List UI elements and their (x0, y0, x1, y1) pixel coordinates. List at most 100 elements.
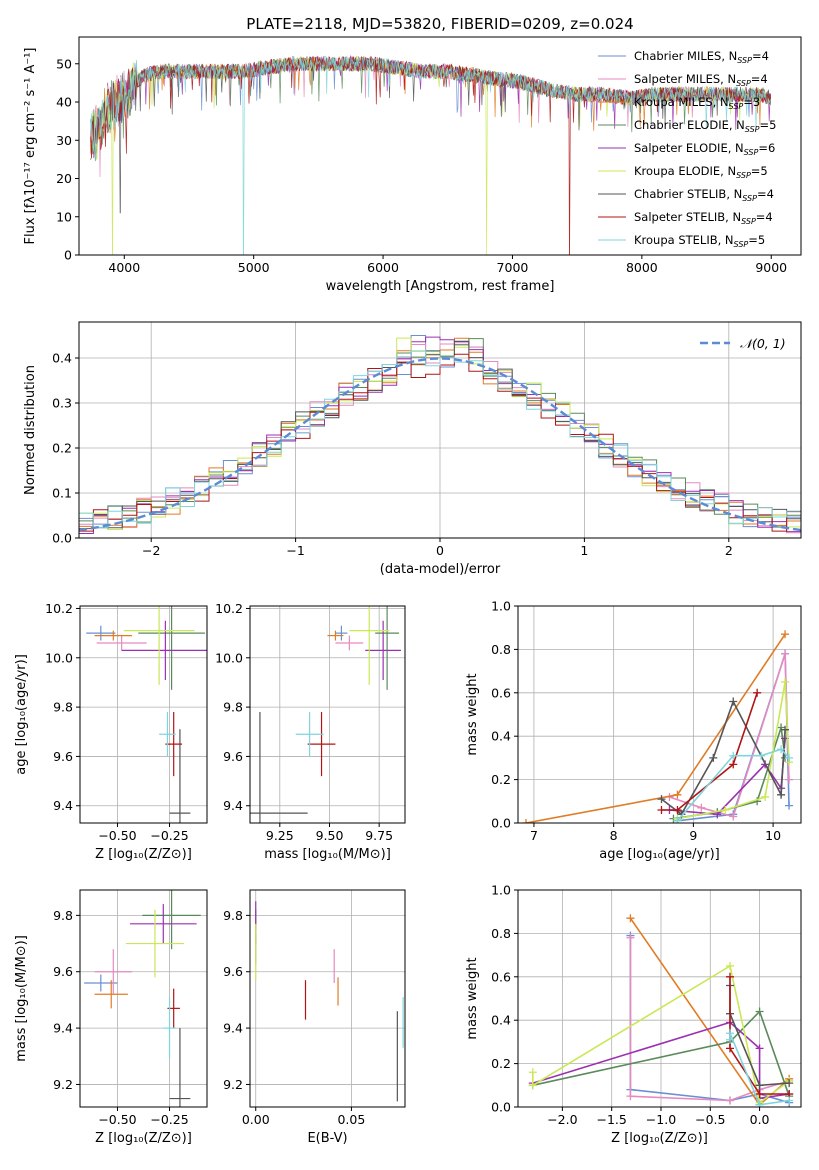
x-tick-label: 9.25 (266, 828, 294, 843)
weight-line-chabrier_miles (629, 935, 790, 1104)
weight-marker-salpeter_stelib (726, 972, 735, 981)
panel-weight_vs_Z: −2.0 −1.5 −1.0 −0.5 0.0 0.0 0.2 0.4 0.6 0.8 1.0 Z [… (465, 883, 802, 1146)
weight-marker-salpeter_stelib (755, 1089, 764, 1098)
y-tick-label: 0.0 (52, 531, 72, 546)
y-tick-label: 9.6 (223, 749, 243, 764)
x-axis-label: wavelength [Angstrom, rest frame] (326, 279, 555, 294)
gaussian-curve (79, 357, 801, 532)
plot-area-weight_vs_age (521, 630, 794, 823)
y-tick-label: 0.2 (491, 772, 511, 787)
y-tick-label: 50 (56, 56, 72, 71)
weight-marker-chabrier_stelib (657, 795, 666, 804)
weight-marker-kroupa_stelib (757, 751, 766, 760)
weight-marker-salpeter_miles (785, 775, 794, 784)
axes-frame (249, 889, 406, 1108)
weight-marker-kroupa_stelib (673, 816, 682, 823)
y-tick-label: 0.6 (491, 685, 511, 700)
plot-area-weight_vs_Z (528, 914, 794, 1107)
legend-entry-salpeter_elodie: Salpeter ELODIE, NSSP=6 (634, 141, 775, 157)
y-axis-label: mass weight (465, 673, 480, 755)
plot-area-mass_vs_EBV (255, 901, 404, 1102)
x-tick-label: 6000 (367, 260, 399, 275)
y-tick-label: 9.2 (223, 1077, 243, 1092)
y-tick-label: 40 (56, 95, 72, 110)
x-tick-label: 9.50 (316, 828, 344, 843)
weight-marker-chabrier_stelib (785, 1079, 794, 1088)
y-tick-label: 9.2 (53, 1077, 73, 1092)
x-axis-label: Z [log₁₀(Z/Z⊙)] (611, 1131, 708, 1146)
weight-marker-kroupa_stelib (785, 1096, 794, 1105)
y-tick-label: 0.2 (52, 441, 72, 456)
panel-weight_vs_age: 7 8 9 10 0.0 0.2 0.4 0.6 0.8 1.0 age [log₁₀(age/yr… (465, 599, 802, 862)
y-axis-label: Flux [fλ10⁻¹⁷ erg cm⁻² s⁻¹ A⁻¹] (23, 48, 38, 245)
y-axis-label: mass weight (465, 957, 480, 1039)
y-tick-label: 9.8 (53, 700, 73, 715)
y-tick-label: 1.0 (491, 883, 511, 898)
panel-mass_vs_Z: −0.50 −0.25 9.2 9.4 9.6 9.8 Z [log₁₀(Z/Z⊙)] mas… (14, 889, 208, 1146)
y-tick-label: 0.2 (491, 1056, 511, 1071)
y-tick-label: 9.4 (223, 798, 243, 813)
spectrum-line-kroupa_stelib (90, 55, 771, 255)
weight-marker-salpeter_miles (626, 933, 635, 942)
x-tick-label: −0.50 (98, 1112, 136, 1127)
y-tick-label: 0.6 (491, 969, 511, 984)
weight-marker-salpeter_stelib (729, 760, 738, 769)
weight-line-salpeter_miles (629, 937, 790, 1102)
legend-entry-kroupa_stelib: Kroupa STELIB, NSSP=5 (634, 233, 765, 249)
x-tick-label: −0.5 (695, 1112, 725, 1127)
x-axis-label: Z [log₁₀(Z/Z⊙)] (95, 847, 192, 862)
axes-frame (517, 605, 802, 824)
y-tick-label: 9.6 (53, 964, 73, 979)
weight-line-salpeter_miles (669, 653, 790, 818)
y-tick-label: 0.8 (491, 926, 511, 941)
x-tick-label: −0.25 (150, 1112, 188, 1127)
x-tick-label: −0.50 (98, 828, 136, 843)
y-tick-label: 9.6 (53, 749, 73, 764)
x-tick-label: 0.0 (750, 1112, 770, 1127)
y-tick-label: 9.8 (223, 908, 243, 923)
weight-marker-salpeter_elodie (755, 1044, 764, 1053)
spectrum-line-salpeter_stelib (90, 55, 772, 255)
weight-marker-salpeter_miles (626, 1092, 635, 1101)
weight-marker-chabrier_stelib (729, 697, 738, 706)
x-axis-label: E(B-V) (307, 1131, 347, 1146)
panel-spectrum: 4000 5000 6000 7000 8000 9000 0 10 20 30 40 50 wavel… (23, 36, 802, 294)
y-tick-label: 10.2 (45, 601, 73, 616)
y-tick-label: 10.0 (215, 650, 243, 665)
weight-marker-salpeter_stelib (753, 688, 762, 697)
weight-marker-kroupa_elodie (781, 677, 790, 686)
y-tick-label: 0.4 (491, 1013, 511, 1028)
x-tick-label: 10 (765, 828, 781, 843)
weight-marker-salpeter_miles (726, 1096, 735, 1105)
weight-marker-salpeter_stelib (726, 1044, 735, 1053)
x-tick-label: 7 (530, 828, 538, 843)
y-tick-label: 9.8 (223, 700, 243, 715)
x-tick-label: −0.25 (150, 828, 188, 843)
x-tick-label: −1 (286, 543, 304, 558)
x-axis-label: mass [log₁₀(M/M⊙)] (264, 847, 391, 862)
weight-marker-kroupa_miles (626, 914, 635, 923)
y-tick-label: 10.0 (45, 650, 73, 665)
weight-marker-chabrier_miles (785, 801, 794, 810)
y-tick-label: 9.4 (223, 1021, 243, 1036)
y-tick-label: 9.4 (53, 1021, 73, 1036)
x-tick-label: −2.0 (547, 1112, 577, 1127)
y-axis-label: age [log₁₀(age/yr)] (14, 654, 29, 775)
y-tick-label: 9.4 (53, 798, 73, 813)
weight-marker-kroupa_elodie (528, 1081, 537, 1090)
weight-marker-salpeter_miles (697, 803, 706, 812)
y-tick-label: 10.2 (215, 601, 243, 616)
x-tick-label: −1.5 (596, 1112, 626, 1127)
weight-marker-chabrier_stelib (755, 1081, 764, 1090)
y-tick-label: 0 (64, 248, 72, 263)
legend-entry-salpeter_miles: Salpeter MILES, NSSP=4 (634, 72, 768, 88)
weight-marker-kroupa_miles (673, 790, 682, 799)
y-tick-label: 20 (56, 171, 72, 186)
weight-marker-kroupa_stelib (726, 1029, 735, 1038)
legend-entry-kroupa_miles: Kroupa MILES, NSSP=3 (634, 95, 760, 111)
weight-marker-salpeter_miles (781, 649, 790, 658)
plot-area-spectrum (90, 54, 772, 255)
x-tick-label: 9.75 (365, 828, 393, 843)
y-tick-label: 0.1 (52, 486, 72, 501)
